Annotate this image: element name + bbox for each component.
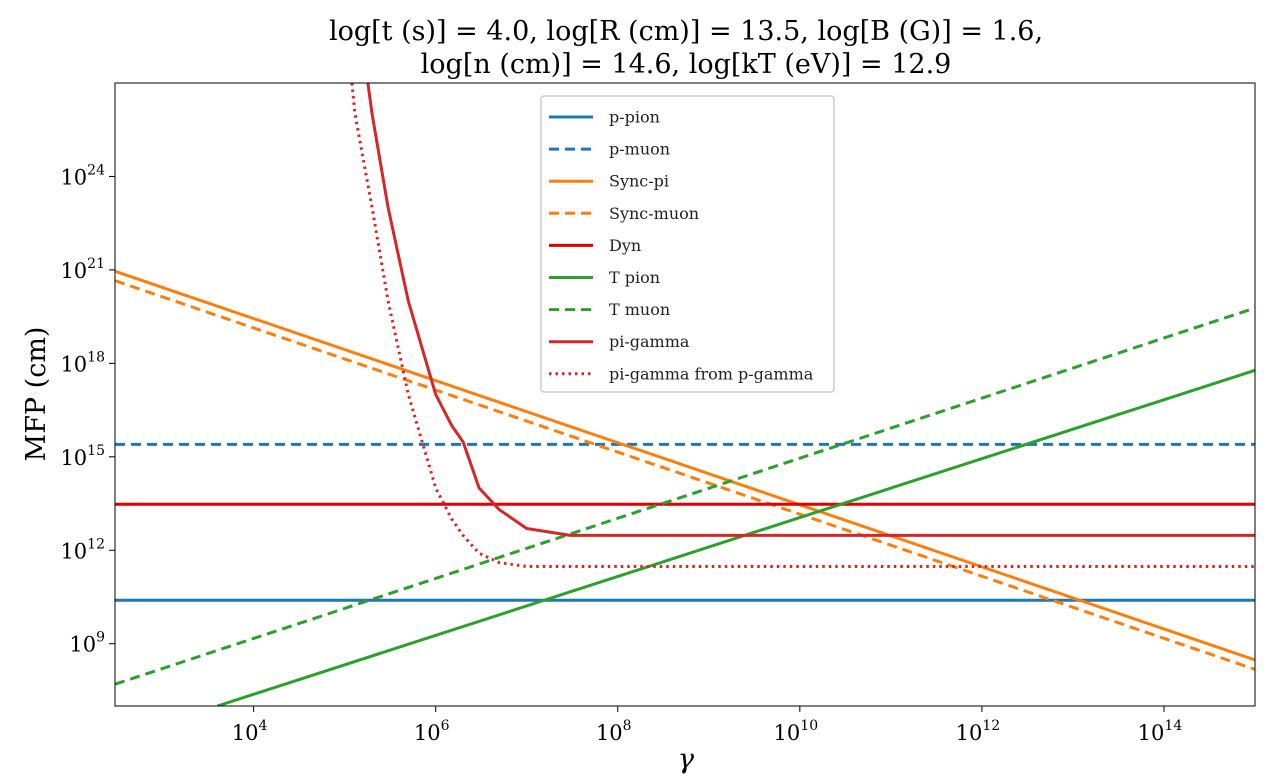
legend-label-2: Sync-pi bbox=[609, 172, 669, 191]
x-axis-label: γ bbox=[678, 744, 695, 775]
y-tick-label-3: 1018 bbox=[60, 349, 105, 376]
legend-label-1: p-muon bbox=[609, 140, 670, 159]
series-line-3 bbox=[115, 279, 1255, 671]
legend-label-3: Sync-muon bbox=[609, 204, 699, 223]
chart-title-line-1: log[t (s)] = 4.0, log[R (cm)] = 13.5, lo… bbox=[329, 16, 1043, 47]
series-line-6 bbox=[115, 306, 1255, 686]
series-line-5 bbox=[216, 368, 1255, 706]
x-tick-label-1: 106 bbox=[414, 718, 450, 745]
chart-title: log[t (s)] = 4.0, log[R (cm)] = 13.5, lo… bbox=[329, 16, 1043, 80]
legend-label-8: pi-gamma from p-gamma bbox=[609, 364, 814, 383]
series-layer bbox=[115, 83, 1255, 706]
y-tick-label-0: 109 bbox=[69, 630, 105, 657]
y-axis-label: MFP (cm) bbox=[21, 327, 52, 462]
legend: p-pion p-muon Sync-pi Sync-muon Dyn T pion T m… bbox=[540, 95, 835, 393]
legend-label-5: T pion bbox=[609, 268, 660, 287]
plot-frame bbox=[114, 82, 1256, 707]
series-line-7 bbox=[366, 83, 1255, 537]
legend-label-0: p-pion bbox=[609, 108, 660, 127]
series-line-2 bbox=[115, 269, 1255, 662]
y-tick-label-1: 1012 bbox=[60, 536, 105, 563]
x-tick-label-5: 1014 bbox=[1138, 718, 1183, 745]
x-tick-label-0: 104 bbox=[232, 718, 268, 745]
y-tick-label-5: 1024 bbox=[60, 162, 105, 189]
x-axis-ticks: 104 106 108 1010 1012 1014 bbox=[232, 706, 1183, 745]
legend-label-4: Dyn bbox=[609, 236, 641, 255]
x-tick-label-2: 108 bbox=[596, 718, 632, 745]
chart-title-line-2: log[n (cm)] = 14.6, log[kT (eV)] = 12.9 bbox=[421, 49, 952, 80]
x-tick-label-4: 1012 bbox=[956, 718, 1001, 745]
y-tick-label-4: 1021 bbox=[60, 256, 105, 283]
legend-box bbox=[540, 95, 835, 393]
x-tick-label-3: 1010 bbox=[774, 718, 819, 745]
y-tick-label-2: 1015 bbox=[60, 443, 105, 470]
legend-label-7: pi-gamma bbox=[609, 332, 690, 351]
legend-label-6: T muon bbox=[609, 300, 670, 319]
y-axis-ticks: 109 1012 1015 1018 1021 1024 bbox=[60, 162, 115, 657]
series-line-8 bbox=[350, 83, 1255, 568]
